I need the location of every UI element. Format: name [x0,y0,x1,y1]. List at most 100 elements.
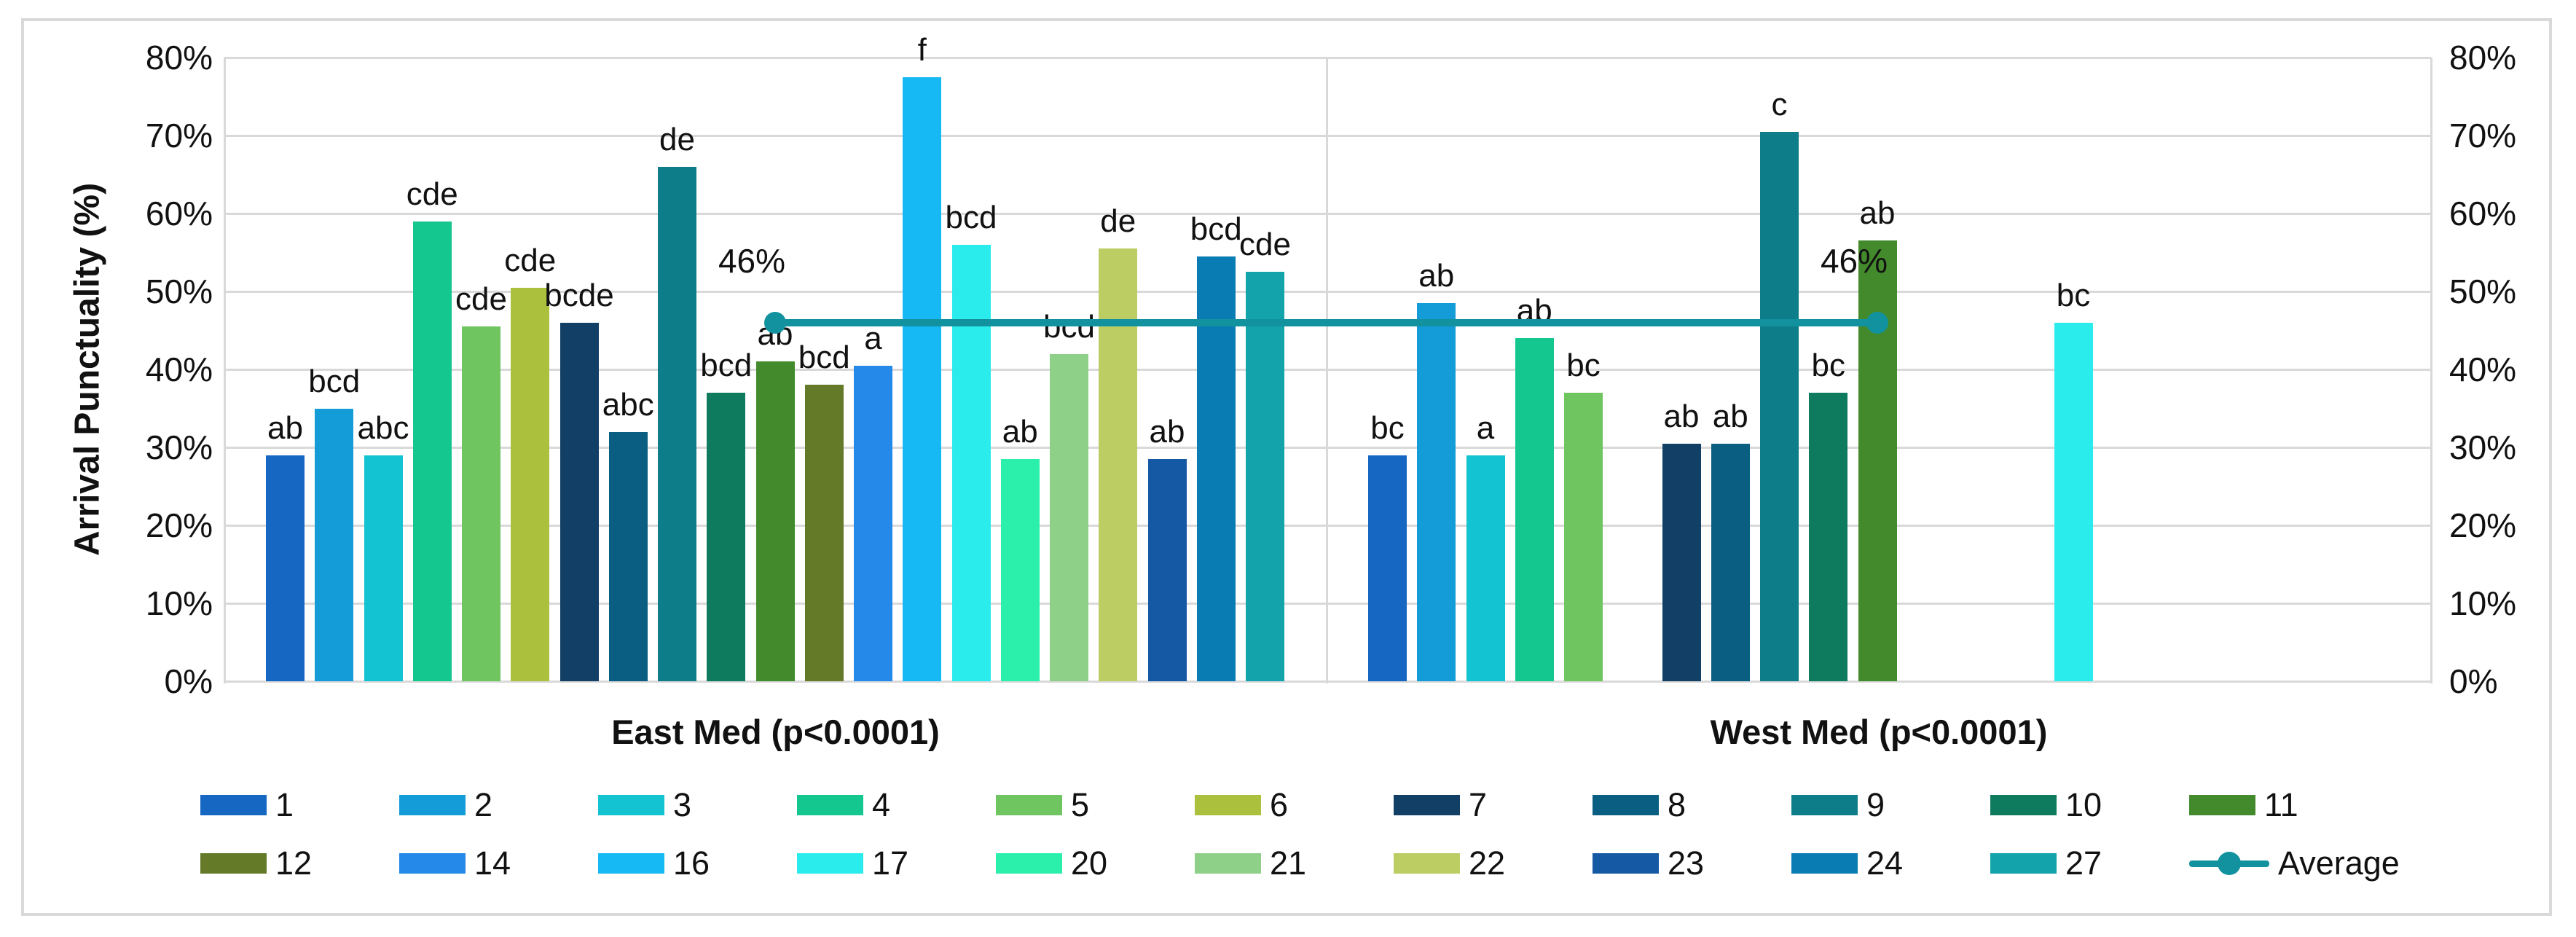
bar-letter-label: de [1100,203,1136,240]
bar-west-4 [1515,338,1554,681]
legend-average-line-icon [2189,851,2269,876]
bar-east-12 [804,385,844,681]
legend-swatch-11 [2189,795,2255,815]
legend-label-21: 21 [1270,844,1307,882]
legend-label-20: 20 [1071,844,1108,882]
legend-label-16: 16 [673,844,710,882]
bar-east-8 [608,431,648,681]
bar-east-1 [266,455,305,681]
y-tick-right-50%: 50% [2449,273,2517,310]
gridline-40% [224,368,2431,371]
gridline-20% [224,524,2431,527]
bar-letter-label: cde [406,176,458,212]
legend-swatch-12 [200,853,267,874]
gridline-80% [224,56,2431,59]
bar-letter-label: ab [1859,195,1896,232]
legend-label-14: 14 [474,844,511,882]
legend-item-16: 16 [598,844,710,882]
legend-swatch-21 [1195,853,1261,874]
gridline-10% [224,602,2431,605]
y-tick-right-10%: 10% [2449,584,2517,622]
legend-label-9: 9 [1866,786,1885,823]
legend-item-1: 1 [200,786,294,823]
legend-label-6: 6 [1270,786,1289,823]
gridline-0% [224,680,2431,683]
legend-item-27: 27 [1990,844,2102,882]
bar-letter-label: a [1476,409,1495,446]
legend-item-7: 7 [1394,786,1488,823]
legend-label-3: 3 [673,786,692,823]
bar-west-10 [1809,393,1848,681]
bar-east-10 [707,393,746,681]
y-tick-left-40%: 40% [145,350,213,388]
bar-west-1 [1368,455,1407,681]
bar-letter-label: ab [1002,414,1038,450]
bar-west-17 [2054,322,2093,681]
bar-east-21 [1050,353,1088,681]
gridline-30% [224,446,2431,449]
y-tick-right-40%: 40% [2449,350,2517,388]
gridline-60% [224,212,2431,215]
gridline-70% [224,134,2431,137]
y-tick-right-70%: 70% [2449,117,2517,154]
average-point-marker [1866,311,1888,334]
bar-east-3 [364,455,403,681]
bar-letter-label: bcde [544,277,614,313]
legend-label-10: 10 [2065,786,2102,823]
bar-letter-label: bc [1370,409,1405,446]
legend-swatch-22 [1394,853,1460,874]
legend-label-17: 17 [872,844,909,882]
y-tick-right-20%: 20% [2449,506,2517,544]
bar-letter-label: bcd [1043,308,1095,345]
legend-swatch-9 [1791,795,1858,815]
group-separator [1325,58,1328,683]
bar-letter-label: a [864,320,882,356]
bar-letter-label: ab [1149,414,1185,450]
legend-item-2: 2 [399,786,492,823]
average-value-label: 46% [1820,241,1888,280]
legend-swatch-10 [1990,795,2057,815]
bar-letter-label: bcd [308,363,361,399]
bar-letter-label: bcd [1190,211,1242,247]
bar-east-11 [755,361,795,681]
legend-item-23: 23 [1593,844,1705,882]
legend-swatch-8 [1593,795,1659,815]
legend-swatch-14 [399,853,466,874]
legend-item-average: Average [2189,844,2400,882]
y-tick-left-30%: 30% [145,428,213,466]
bar-east-6 [511,287,550,681]
bar-letter-label: abc [357,409,409,446]
average-point-marker [764,311,786,334]
average-value-label: 46% [718,241,786,280]
legend-label-7: 7 [1469,786,1488,823]
y-axis-title: Arrival Punctuality (%) [68,182,107,557]
bar-letter-label: f [917,31,927,68]
bar-letter-label: abc [602,386,654,423]
bar-east-27 [1246,272,1284,681]
y-tick-right-30%: 30% [2449,428,2517,466]
bar-east-9 [658,166,696,681]
bar-east-24 [1196,256,1236,681]
y-tick-left-20%: 20% [145,506,213,544]
legend-swatch-16 [598,853,664,874]
legend-item-22: 22 [1394,844,1505,882]
legend-swatch-5 [996,795,1062,815]
legend-item-11: 11 [2189,786,2298,823]
legend-swatch-4 [797,795,863,815]
legend-item-20: 20 [996,844,1108,882]
y-tick-right-80%: 80% [2449,39,2517,77]
legend-swatch-7 [1394,795,1460,815]
bar-letter-label: ab [1418,258,1455,294]
legend-item-5: 5 [996,786,1089,823]
y-tick-left-0%: 0% [164,662,213,700]
bar-letter-label: bcd [798,340,850,376]
y-tick-left-10%: 10% [145,584,213,622]
bar-west-2 [1417,303,1456,681]
bar-letter-label: c [1771,86,1788,122]
legend-label-23: 23 [1668,844,1705,882]
legend-swatch-3 [598,795,664,815]
legend-item-21: 21 [1195,844,1307,882]
legend-label-Average: Average [2278,844,2400,882]
legend-label-27: 27 [2065,844,2102,882]
y-tick-left-70%: 70% [145,117,213,154]
